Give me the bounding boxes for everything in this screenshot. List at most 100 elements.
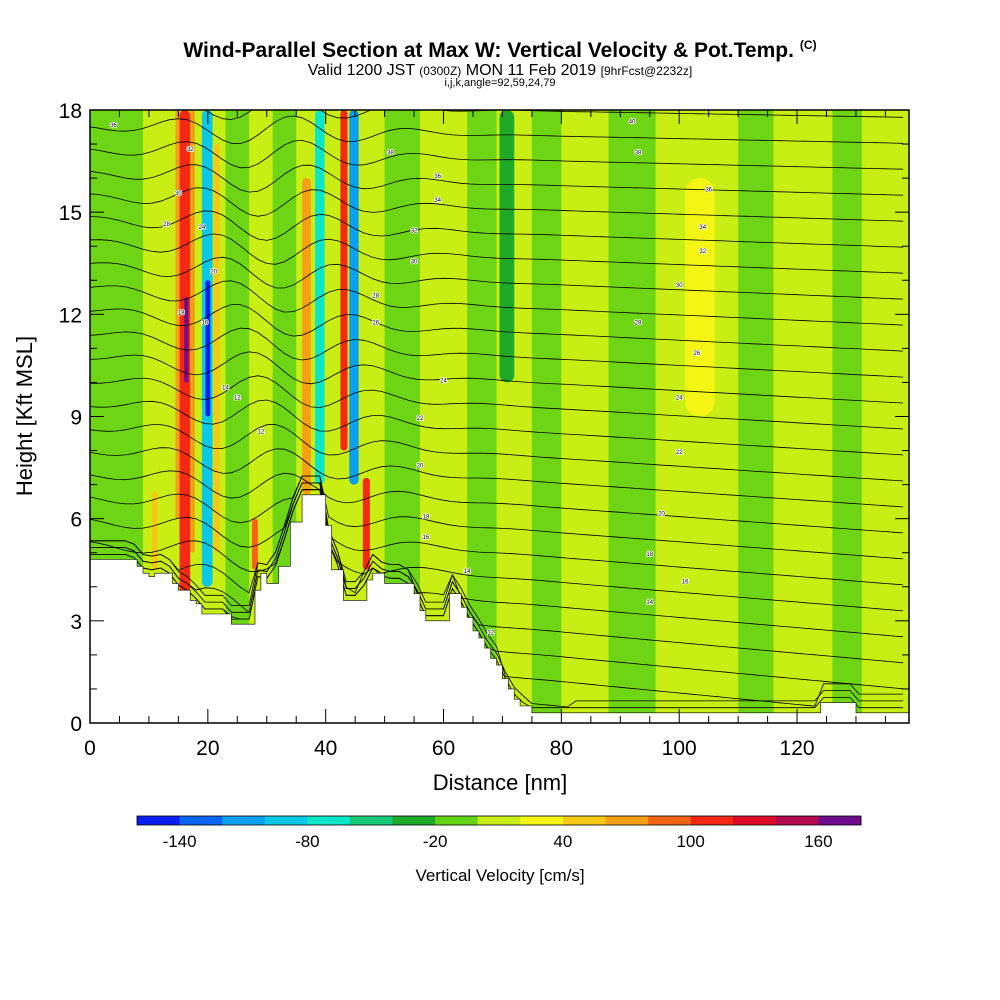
isentrope-line (90, 399, 904, 456)
isentrope-label: 30 (175, 191, 182, 197)
x-tick-label: 120 (780, 737, 815, 760)
y-tick-label: 9 (70, 407, 82, 430)
weak-downdraft-band (832, 110, 862, 723)
isentrope-label: 24 (440, 378, 447, 384)
y-tick-label: 0 (70, 713, 82, 736)
isentrope-label: 28 (635, 321, 642, 327)
colorbar-bin (307, 816, 351, 825)
isentrope-line (90, 139, 904, 170)
isentrope-label: 24 (199, 225, 206, 231)
isentrope-line (90, 164, 904, 196)
velocity-cell (302, 178, 311, 495)
isentrope-label: 12 (487, 630, 494, 636)
isentrope-line (90, 375, 904, 430)
x-axis: 0 20 40 60 80 100 120 (84, 110, 886, 760)
colorbar-tick-label: 100 (676, 832, 704, 851)
isentrope-label: 14 (464, 569, 471, 575)
chart-subtitle: Valid 1200 JST (0300Z) MON 11 Feb 2019 [… (0, 62, 1000, 80)
isentrope-label: 36 (705, 188, 712, 194)
isentrope-label: 38 (635, 150, 642, 156)
velocity-cell (151, 491, 158, 570)
isentrope-line (90, 115, 904, 145)
isentrope-label: 36 (110, 123, 117, 129)
forecast-label: [9hrFcst@2232z] (600, 64, 693, 78)
isentrope-line (90, 489, 904, 612)
isentrope-line (90, 280, 904, 326)
velocity-cell (205, 280, 211, 417)
y-tick-label: 3 (70, 611, 82, 634)
isentrope-label: 32 (187, 147, 194, 153)
x-tick-label: 100 (662, 737, 697, 760)
terrain-shape (90, 494, 909, 723)
colorbar-tick-label: -20 (423, 832, 448, 851)
colorbar-bin (264, 816, 308, 825)
x-axis-label: Distance [nm] (433, 770, 568, 795)
colorbar: -140 -80 -20 40 100 160 (136, 815, 862, 851)
isentrope-label: 34 (434, 198, 441, 204)
isentrope-label: 22 (417, 416, 424, 422)
weak-downdraft-band (608, 110, 656, 723)
isentrope-label: 38 (387, 150, 394, 156)
isentrope-label: 34 (699, 225, 706, 231)
isentrope-label: 30 (411, 259, 418, 265)
potential-temperature-contours (90, 110, 904, 709)
velocity-cell (340, 110, 348, 451)
isentrope-label: 12 (258, 430, 265, 436)
colorbar-bin (179, 816, 223, 825)
colorbar-bin (648, 816, 692, 825)
isentrope-line (90, 187, 904, 222)
indices-label: i,j,k,angle=92,59,24,79 (444, 77, 556, 89)
isentrope-label: 30 (676, 283, 683, 289)
isentrope-line (90, 351, 904, 404)
isentrope-label: 18 (423, 515, 430, 521)
chart-title: Wind-Parallel Section at Max W: Vertical… (0, 38, 1000, 63)
isentrope-label: 32 (699, 249, 706, 255)
colorbar-bin (222, 816, 266, 825)
isentrope-line (90, 424, 904, 482)
isentrope-label: 24 (676, 395, 683, 401)
x-tick-label: 0 (84, 737, 96, 760)
colorbar-tick-label: 160 (804, 832, 832, 851)
velocity-cell (190, 110, 195, 553)
y-tick-label: 6 (70, 509, 82, 532)
colorbar-bin (435, 816, 479, 825)
isentrope-line (90, 304, 904, 352)
isentrope-line (90, 475, 904, 638)
isentrope-label: 20 (210, 269, 217, 275)
title-mark: (C) (799, 38, 817, 52)
colorbar-tick-label: -80 (295, 832, 320, 851)
colorbar-bin (818, 816, 862, 825)
isentrope-label: 28 (163, 222, 170, 228)
isentrope-label: 14 (222, 385, 229, 391)
isentrope-line (90, 489, 904, 690)
y-tick-label: 15 (59, 202, 82, 225)
x-tick-label: 80 (550, 737, 573, 760)
y-tick-label: 18 (59, 100, 82, 123)
isentrope-label: 26 (372, 321, 379, 327)
isentrope-line (90, 470, 904, 534)
isentrope-line (90, 210, 904, 248)
isentrope-line (90, 233, 904, 274)
isentrope-label: 16 (423, 535, 430, 541)
colorbar-tick-label: -140 (163, 832, 197, 851)
colorbar-bin (733, 816, 777, 825)
velocity-cell (252, 518, 258, 570)
velocity-cell (213, 144, 220, 553)
weak-downdraft-band (738, 110, 774, 723)
isentrope-label: 40 (629, 120, 636, 126)
colorbar-bin (137, 816, 181, 825)
isentrope-line (90, 256, 904, 300)
velocity-cell (362, 477, 370, 570)
velocity-cell (184, 297, 189, 383)
isentrope-label: 26 (694, 351, 701, 357)
isentrope-line (90, 482, 904, 664)
isentrope-label: 12 (234, 395, 241, 401)
colorbar-bin (690, 816, 734, 825)
x-tick-label: 40 (314, 737, 337, 760)
valid-date: MON 11 Feb 2019 (465, 62, 597, 79)
colorbar-bin (349, 816, 394, 825)
isentrope-line (90, 482, 904, 586)
colorbar-bin (562, 816, 606, 825)
